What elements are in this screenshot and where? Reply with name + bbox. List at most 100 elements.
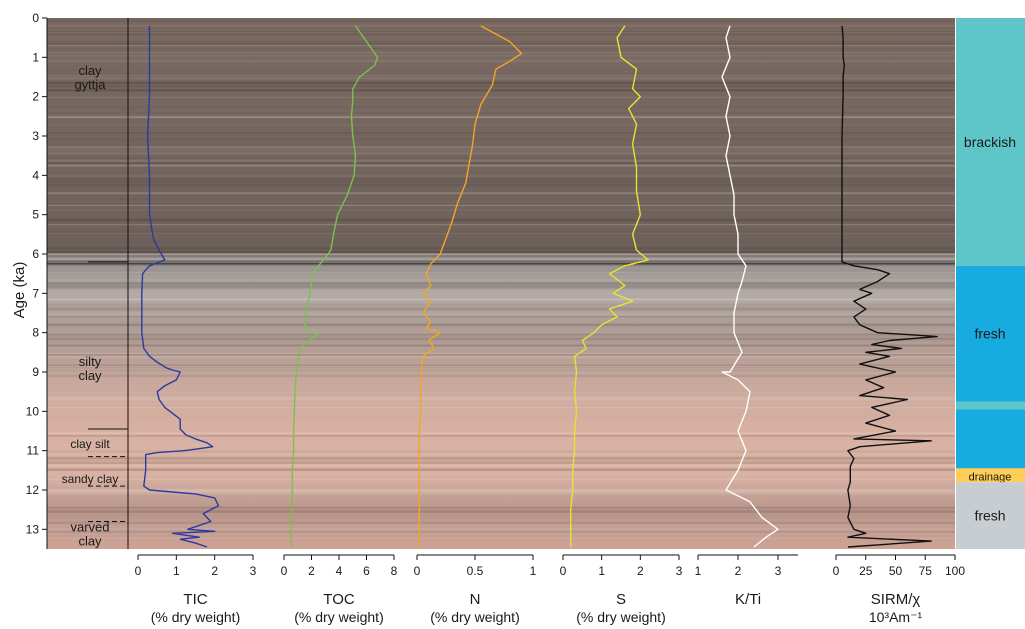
core-band — [47, 444, 955, 446]
core-band — [47, 492, 955, 495]
core-band — [47, 164, 955, 166]
core-band — [47, 218, 955, 222]
y-tick-label: 7 — [32, 286, 39, 300]
core-band — [47, 468, 955, 471]
core-band — [47, 204, 955, 207]
core-band — [47, 247, 955, 250]
lithology-label: silty — [79, 354, 102, 369]
core-band — [47, 132, 955, 134]
y-tick-label: 1 — [32, 50, 39, 64]
x-tick-label: 3 — [250, 564, 257, 578]
x-tick-label: 1 — [695, 564, 702, 578]
core-band — [47, 161, 955, 164]
core-band — [47, 338, 955, 340]
core-band — [47, 331, 955, 333]
core-band — [47, 138, 955, 141]
core-band — [47, 374, 955, 376]
environment-zone — [956, 265, 1025, 402]
environment-label: drainage — [969, 471, 1012, 483]
core-band — [47, 349, 955, 350]
core-band — [47, 286, 955, 289]
core-band — [47, 251, 955, 254]
core-band — [47, 108, 955, 112]
core-band — [47, 303, 955, 305]
y-axis-label: Age (ka) — [11, 262, 28, 319]
core-band — [47, 522, 955, 523]
y-tick-label: 4 — [32, 168, 39, 182]
panel-name: TOC — [323, 591, 355, 608]
core-band — [47, 456, 955, 460]
core-band — [47, 260, 955, 263]
core-band — [47, 25, 955, 27]
core-band — [47, 178, 955, 180]
x-tick-label: 0 — [414, 564, 421, 578]
core-band — [47, 367, 955, 369]
core-band — [47, 280, 955, 281]
core-band — [47, 180, 955, 183]
core-band — [47, 282, 955, 285]
series-line — [570, 25, 649, 547]
y-tick-label: 2 — [32, 90, 39, 104]
series-line — [418, 25, 523, 547]
core-band — [47, 396, 955, 400]
environment-label: fresh — [974, 508, 1005, 524]
series-line — [141, 25, 220, 548]
core-band — [47, 69, 955, 71]
environment-label: brackish — [964, 134, 1016, 150]
panel-unit: (% dry weight) — [430, 609, 519, 625]
x-tick-label: 2 — [637, 564, 644, 578]
core-band — [47, 233, 955, 235]
core-band — [47, 284, 955, 287]
series-line — [841, 25, 938, 548]
lithology-label: clay — [78, 368, 102, 383]
core-band — [47, 116, 955, 119]
environment-zone — [956, 482, 1025, 549]
core-band — [47, 527, 955, 530]
core-band — [47, 275, 955, 277]
core-band — [47, 264, 955, 266]
core-band — [47, 152, 955, 155]
core-band — [47, 450, 955, 453]
core-band — [47, 298, 955, 300]
panel-k-ti: 1 2 3 K/Ti — [695, 25, 798, 608]
core-band — [47, 40, 955, 44]
core-band — [47, 353, 955, 355]
core-band — [47, 245, 955, 248]
core-band — [47, 342, 955, 344]
core-band — [47, 183, 955, 187]
x-tick-label: 4 — [336, 564, 343, 578]
x-tick-label: 0 — [560, 564, 567, 578]
core-band — [47, 368, 955, 372]
x-tick-label: 50 — [889, 564, 903, 578]
x-tick-label: 1 — [598, 564, 605, 578]
core-band — [47, 198, 955, 200]
x-tick-label: 2 — [735, 564, 742, 578]
panel-tic: 0 1 2 3 TIC(% dry weight) — [135, 25, 257, 625]
x-tick-label: 25 — [859, 564, 873, 578]
core-band — [47, 107, 955, 109]
core-band — [47, 432, 955, 435]
core-band — [47, 45, 955, 47]
core-band — [47, 61, 955, 63]
environment-label: fresh — [974, 326, 1005, 342]
core-band — [47, 398, 955, 401]
core-band — [47, 261, 955, 265]
core-band — [47, 59, 955, 62]
core-band — [47, 33, 955, 36]
core-band — [47, 164, 955, 167]
x-tick-label: 2 — [211, 564, 218, 578]
core-band — [47, 201, 955, 204]
core-band — [47, 192, 955, 194]
core-band — [47, 491, 955, 494]
y-tick-label: 13 — [26, 522, 40, 536]
panel-unit: (% dry weight) — [151, 609, 240, 625]
core-band — [47, 303, 955, 306]
panel-name: SIRM/χ — [871, 591, 921, 608]
y-tick-label: 11 — [27, 444, 40, 458]
core-band — [47, 108, 955, 111]
core-band — [47, 367, 955, 368]
y-tick-label: 8 — [32, 326, 39, 340]
core-band — [47, 174, 955, 178]
